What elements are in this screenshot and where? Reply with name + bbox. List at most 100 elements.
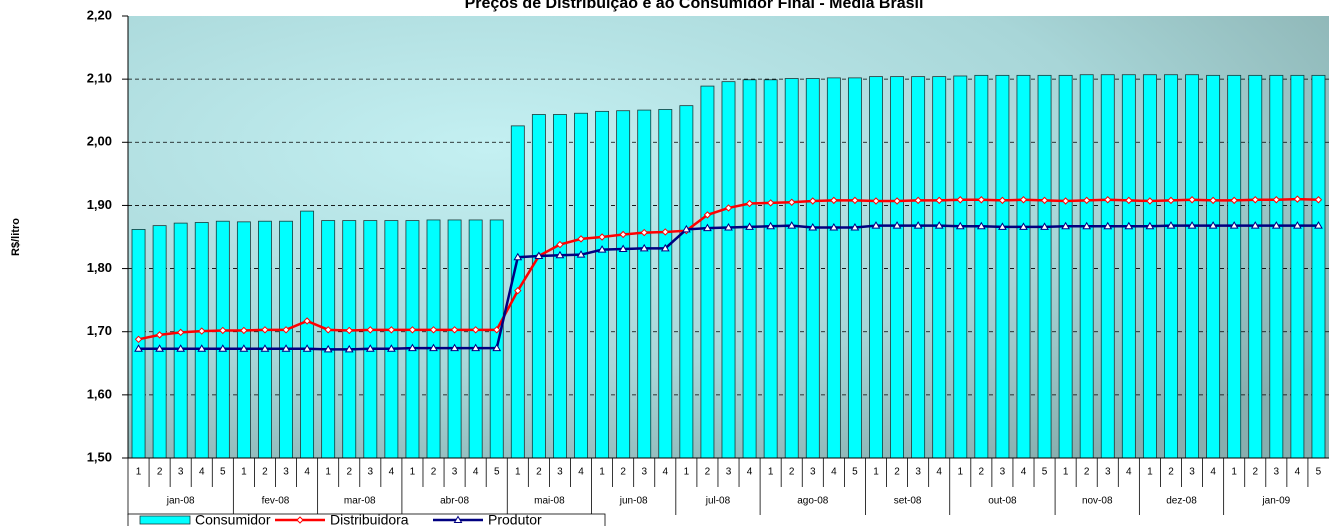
line-marker xyxy=(892,221,902,229)
line-marker xyxy=(1145,221,1155,230)
x-tick-label: 2 xyxy=(536,467,542,478)
bar xyxy=(784,78,799,459)
line-marker xyxy=(282,326,290,334)
bar xyxy=(658,109,673,459)
line-marker xyxy=(492,343,502,352)
bar xyxy=(489,219,504,459)
line-marker xyxy=(1250,221,1260,229)
x-tick-label: 3 xyxy=(178,467,184,478)
line-marker xyxy=(1040,222,1049,230)
line-marker xyxy=(1251,196,1259,204)
x-group-label: set-08 xyxy=(894,496,922,507)
x-tick-label: 4 xyxy=(747,467,753,478)
line-marker xyxy=(914,196,922,205)
line-marker xyxy=(1146,197,1154,205)
line-marker xyxy=(302,344,312,352)
x-tick-label: 1 xyxy=(241,467,247,478)
x-tick-label: 5 xyxy=(1042,467,1048,478)
line-marker xyxy=(935,196,943,205)
bar xyxy=(974,74,989,459)
line-marker xyxy=(1019,196,1028,204)
line-marker xyxy=(976,221,986,230)
legend-box xyxy=(127,513,606,526)
line-marker xyxy=(198,327,206,335)
bar xyxy=(1269,74,1284,459)
bar xyxy=(805,78,820,459)
x-tick-label: 2 xyxy=(1252,467,1258,478)
bar xyxy=(1058,74,1073,459)
line-marker xyxy=(1208,221,1218,229)
line-marker xyxy=(1272,196,1281,204)
bar xyxy=(1164,74,1178,459)
legend-label: Distribuidora xyxy=(330,512,409,526)
bar xyxy=(173,222,188,459)
line-marker xyxy=(471,343,481,352)
line-marker xyxy=(1082,221,1092,230)
bar xyxy=(1121,74,1136,459)
x-tick-label: 4 xyxy=(1295,467,1301,478)
line-marker xyxy=(345,326,353,335)
bar xyxy=(531,114,546,459)
x-group-label: dez-08 xyxy=(1166,496,1197,507)
x-tick-label: 4 xyxy=(831,467,837,478)
x-tick-label: 5 xyxy=(494,467,500,478)
bar xyxy=(637,109,652,459)
bar xyxy=(763,79,778,459)
bar xyxy=(1016,74,1031,459)
line-marker xyxy=(219,326,227,335)
line-marker xyxy=(1188,196,1196,204)
x-tick-label: 4 xyxy=(578,467,584,478)
line-marker xyxy=(1040,196,1049,205)
line-marker xyxy=(1061,221,1070,230)
x-tick-label: 2 xyxy=(705,467,711,478)
bar xyxy=(405,220,420,459)
y-tick-label: 1,90 xyxy=(87,197,112,212)
line-marker xyxy=(1293,195,1302,203)
line-marker xyxy=(956,196,964,204)
bar xyxy=(236,221,251,459)
bar xyxy=(1037,74,1052,459)
line-marker xyxy=(893,197,901,205)
line-marker xyxy=(1125,196,1133,205)
line-marker xyxy=(1104,196,1112,204)
bar xyxy=(1311,74,1326,459)
line-marker xyxy=(534,251,544,259)
line-marker xyxy=(703,223,712,232)
x-group-label: out-08 xyxy=(988,496,1017,507)
x-tick-label: 4 xyxy=(663,467,669,478)
x-tick-label: 1 xyxy=(873,467,879,478)
y-tick-label: 2,20 xyxy=(87,7,112,22)
line-marker xyxy=(640,228,648,237)
line-marker xyxy=(597,245,607,253)
line-marker xyxy=(429,343,438,352)
bar xyxy=(215,220,230,459)
y-tick-label: 1,50 xyxy=(87,449,112,464)
bar xyxy=(1227,74,1242,459)
bar xyxy=(131,229,146,459)
line-marker xyxy=(661,228,669,236)
line-marker xyxy=(724,204,733,212)
line-marker xyxy=(197,344,207,352)
x-tick-label: 1 xyxy=(599,467,605,478)
line-marker xyxy=(1103,221,1113,230)
x-tick-label: 1 xyxy=(1231,467,1237,478)
x-tick-label: 2 xyxy=(346,467,352,478)
x-group-label: ago-08 xyxy=(797,496,829,507)
x-group-label: mar-08 xyxy=(344,496,376,507)
bar xyxy=(869,76,883,459)
bar xyxy=(321,220,336,459)
line-marker xyxy=(556,240,564,249)
line-marker xyxy=(618,244,628,252)
x-tick-label: 4 xyxy=(936,467,942,478)
x-tick-label: 3 xyxy=(1189,467,1195,478)
x-tick-label: 5 xyxy=(220,467,226,478)
bar xyxy=(468,219,483,459)
bar xyxy=(616,110,631,459)
line-marker xyxy=(1271,221,1281,229)
line-marker xyxy=(1166,221,1176,229)
x-tick-label: 4 xyxy=(1210,467,1216,478)
bar xyxy=(721,81,736,459)
line-marker xyxy=(576,250,586,258)
line-marker xyxy=(450,343,459,352)
